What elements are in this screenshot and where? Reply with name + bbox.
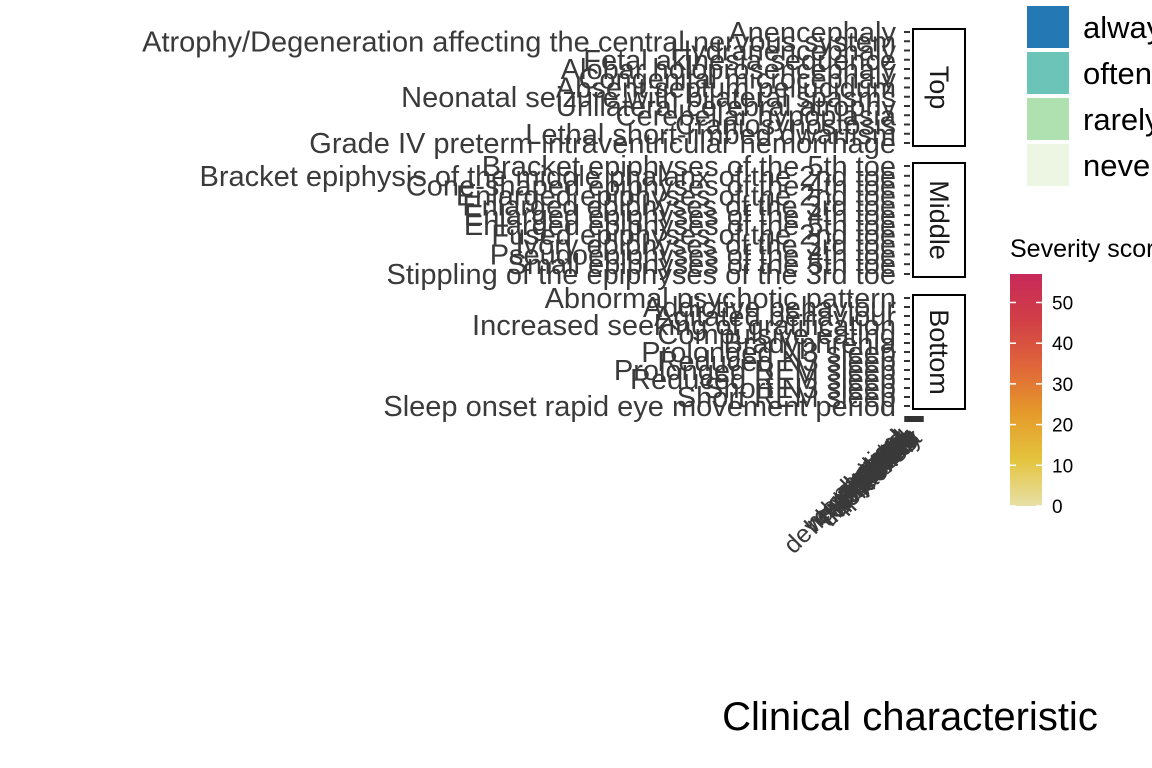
row-label: Fused epiphyses of the 2nd toe — [491, 220, 896, 252]
row-label: Reduced N3 sleep — [657, 346, 896, 378]
row-label: Short REM sleep — [677, 382, 896, 414]
colorbar-tick-label: 0 — [1052, 497, 1063, 518]
row-label: Bradyphrenia — [724, 328, 897, 360]
facet-strip-label: Top — [924, 66, 954, 110]
row-label: Unilateral cerebral atrophy — [556, 91, 897, 123]
row-label: Cone-shaped epiphyses of the 4th toe — [406, 171, 896, 203]
colorbar-tick-label: 10 — [1052, 456, 1073, 477]
legend-key-rarely — [1027, 98, 1069, 140]
row-label: Bracket epiphyses of the 5th toe — [482, 151, 896, 183]
severity-legend-title: Severity score — [1010, 235, 1152, 263]
row-label: Hydranencephaly — [670, 36, 896, 68]
legend-key-never — [1027, 144, 1069, 186]
frequency-legend: always often rarely never — [1027, 6, 1152, 186]
row-label: Compulsive eating — [657, 319, 896, 351]
legend-label-always: always — [1083, 10, 1152, 45]
legend-label-never: never — [1083, 148, 1152, 183]
facet-strip-label: Middle — [924, 180, 954, 260]
colorbar-tick-label: 30 — [1052, 375, 1073, 396]
column-labels: physicalskeletalneuroseizuremorphologyde… — [778, 416, 927, 559]
legend-label-rarely: rarely — [1083, 102, 1152, 137]
row-label: Enlarged epiphyses of the 5th toe — [464, 210, 896, 242]
row-label: Anencephaly — [728, 17, 896, 49]
legend-key-often — [1027, 52, 1069, 94]
row-label: Abnormal psychotic pattern — [545, 283, 896, 315]
colorbar-tick-label: 40 — [1052, 334, 1073, 355]
row-label: Neonatal seizure with bilateral spasms — [401, 82, 896, 114]
row-label: Reduced REM sleep — [630, 364, 896, 396]
facet-strips: Top Middle Bottom — [912, 28, 966, 410]
row-label: Enlarged epiphyses of the 2nd toe — [456, 180, 896, 212]
row-label: Grade IV preterm intraventricular hemorr… — [309, 128, 896, 160]
row-label: Addictive behaviour — [643, 292, 896, 324]
row-label: Short N3 sleep — [704, 373, 896, 405]
row-label: Lethal short-limbed dwarfism — [525, 119, 896, 151]
x-axis-title: Clinical characteristic — [722, 695, 1098, 739]
row-label: Increased seeking of gratification — [472, 310, 896, 342]
row-label: Alobar holoprosencephaly — [561, 54, 897, 86]
row-label: Cerebellar hypoplasia — [616, 100, 897, 132]
colorbar-tick-label: 20 — [1052, 416, 1073, 437]
row-label: Prolonged REM sleep — [614, 355, 896, 387]
row-label: Craniosynostosis — [675, 110, 896, 142]
row-label: Ivory epiphyses of the 3rd toe — [516, 230, 896, 262]
facet-strip-box — [912, 28, 966, 147]
row-label: Agitated behaviour — [654, 301, 896, 333]
legend-label-often: often — [1083, 56, 1152, 91]
row-label: Congenital microcephaly — [578, 63, 896, 95]
row-label: Small epiphyses of the 5th toe — [507, 249, 896, 281]
row-label: Fetal akinesia sequence — [583, 45, 896, 77]
row-label: Sleep onset rapid eye movement period — [383, 391, 896, 423]
row-label: Stippling of the epiphyses of the 3rd to… — [387, 259, 896, 291]
row-label: Enlarged epiphyses of the 4th toe — [464, 200, 896, 232]
facet-strip-box — [912, 294, 966, 410]
severity-colorbar — [1010, 274, 1042, 506]
row-label: Absent septum pellucidum — [556, 73, 896, 105]
colorbar-tick-label: 50 — [1052, 293, 1073, 314]
severity-legend: Severity score 0 10 20 30 40 50 — [1010, 235, 1152, 518]
facet-strip-box — [912, 162, 966, 278]
row-label: Atrophy/Degeneration affecting the centr… — [142, 26, 896, 58]
legend-key-always — [1027, 6, 1069, 48]
row-label: Bracket epiphysis of the middle phalanx … — [200, 161, 896, 193]
facet-strip-label: Bottom — [924, 309, 954, 395]
row-label: Enlarged epiphyses of the 3rd toe — [462, 190, 896, 222]
row-label: Pseudoepiphyses of the 4th toe — [490, 239, 896, 271]
row-label: Prolonged N3 sleep — [641, 337, 896, 369]
